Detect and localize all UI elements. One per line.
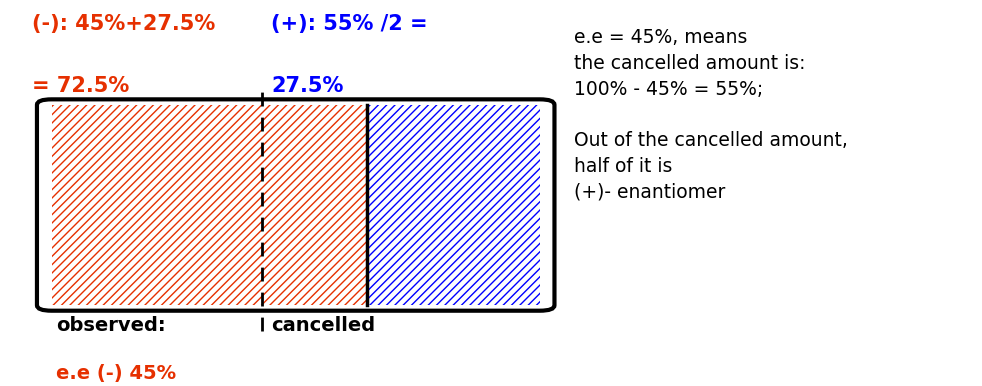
Text: (+): 55% /2 =: (+): 55% /2 = [271,14,428,34]
Text: (-): 45%+27.5%: (-): 45%+27.5% [32,14,215,34]
Text: e.e = 45%, means
the cancelled amount is:
100% - 45% = 55%;

Out of the cancelle: e.e = 45%, means the cancelled amount is… [574,28,847,202]
FancyBboxPatch shape [37,99,555,311]
Text: cancelled: cancelled [271,316,375,335]
Text: 27.5%: 27.5% [271,76,344,96]
Text: = 72.5%: = 72.5% [32,76,130,96]
Text: e.e (-) 45%: e.e (-) 45% [57,364,177,383]
Text: observed:: observed: [57,316,166,335]
Bar [366,105,540,305]
Bar [52,105,366,305]
